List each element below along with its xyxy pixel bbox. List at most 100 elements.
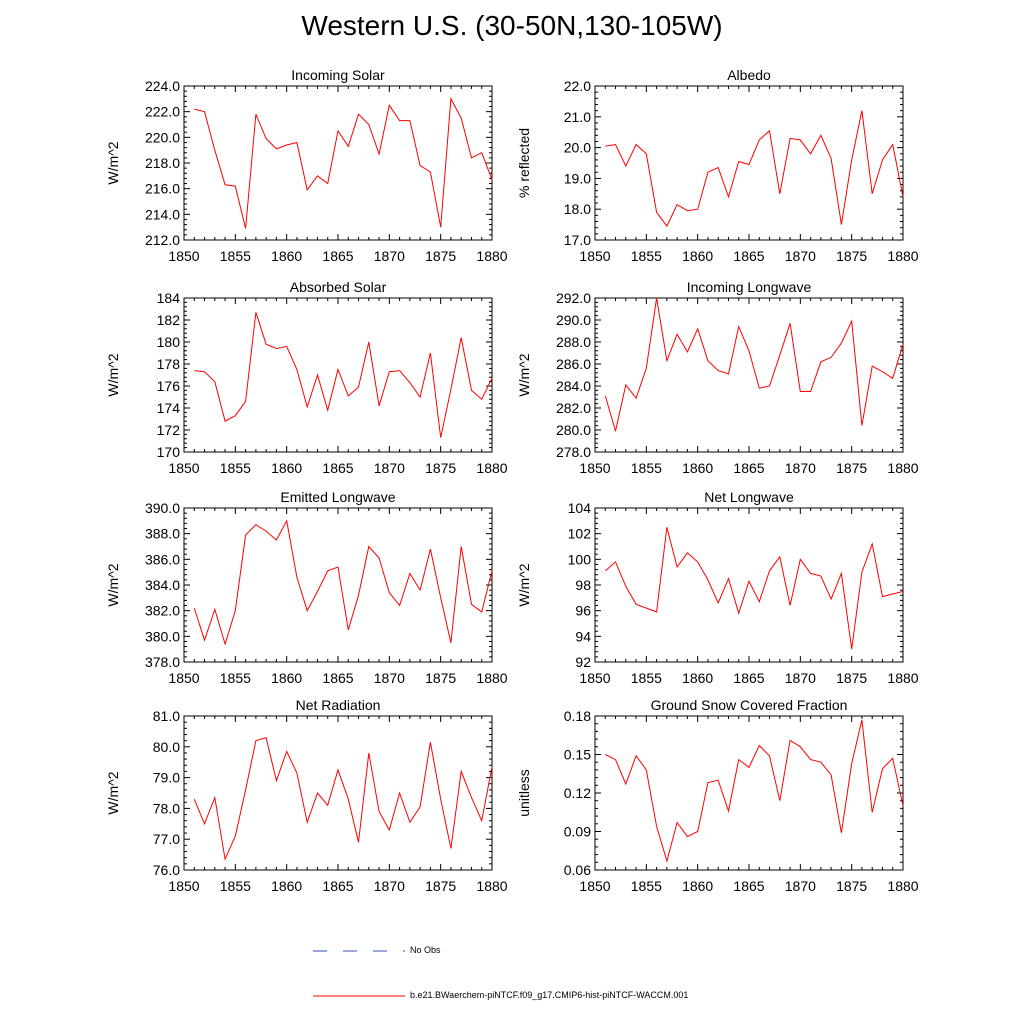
y-tick-label: 0.09 (564, 824, 591, 840)
x-tick-label: 1870 (374, 248, 405, 264)
y-tick-label: 172 (157, 422, 181, 438)
y-tick-label: 380.0 (145, 628, 180, 644)
x-tick-label: 1870 (785, 460, 816, 476)
y-tick-label: 0.06 (564, 862, 591, 878)
y-axis-label: W/m^2 (516, 353, 532, 396)
x-tick-label: 1880 (476, 460, 507, 476)
y-axis-label: W/m^2 (105, 563, 121, 606)
y-axis-label: W/m^2 (105, 771, 121, 814)
x-tick-label: 1860 (682, 670, 713, 686)
x-tick-label: 1875 (425, 878, 456, 894)
x-tick-label: 1850 (579, 248, 610, 264)
chart-title: Absorbed Solar (290, 279, 387, 295)
x-tick-label: 1875 (836, 460, 867, 476)
y-axis-label: W/m^2 (105, 353, 121, 396)
y-tick-label: 78.0 (153, 800, 180, 816)
y-tick-label: 384.0 (145, 577, 180, 593)
chart-title: Emitted Longwave (280, 489, 395, 505)
x-tick-label: 1875 (836, 248, 867, 264)
y-tick-label: 390.0 (145, 500, 180, 516)
y-tick-label: 288.0 (556, 334, 591, 350)
x-tick-label: 1865 (733, 878, 764, 894)
x-tick-label: 1875 (836, 670, 867, 686)
y-tick-label: 17.0 (564, 232, 591, 248)
x-tick-label: 1850 (168, 248, 199, 264)
series-line-0 (193, 519, 493, 646)
x-tick-label: 1870 (785, 670, 816, 686)
y-tick-label: 81.0 (153, 708, 180, 724)
chart-panel-6: Net Radiation W/m^2 1850 1855 1860 1865 1870 18… (105, 697, 508, 894)
y-tick-label: 220.0 (145, 129, 180, 145)
x-tick-label: 1855 (220, 248, 251, 264)
x-tick-label: 1875 (836, 878, 867, 894)
x-tick-label: 1870 (785, 248, 816, 264)
chart-title: Net Longwave (704, 489, 794, 505)
plot-frame (594, 85, 904, 241)
y-tick-label: 286.0 (556, 356, 591, 372)
y-tick-label: 170 (157, 444, 181, 460)
y-axis-label: unitless (516, 769, 532, 816)
y-tick-label: 22.0 (564, 78, 591, 94)
plot-frame (183, 297, 493, 453)
x-tick-label: 1850 (579, 878, 610, 894)
y-tick-label: 284.0 (556, 378, 591, 394)
x-tick-label: 1860 (271, 878, 302, 894)
y-tick-label: 96 (575, 603, 591, 619)
chart-panel-1: Albedo % reflected 1850 1855 1860 1865 1870 187… (516, 67, 919, 264)
y-tick-label: 388.0 (145, 526, 180, 542)
y-tick-label: 80.0 (153, 739, 180, 755)
x-tick-label: 1860 (271, 670, 302, 686)
y-tick-label: 21.0 (564, 109, 591, 125)
y-tick-label: 184 (157, 290, 181, 306)
plot-frame (594, 507, 904, 663)
plot-frame (183, 507, 493, 663)
y-tick-label: 20.0 (564, 140, 591, 156)
x-tick-label: 1860 (682, 248, 713, 264)
x-tick-label: 1850 (168, 670, 199, 686)
y-tick-label: 292.0 (556, 290, 591, 306)
x-tick-label: 1850 (168, 878, 199, 894)
x-tick-label: 1865 (322, 248, 353, 264)
y-tick-label: 222.0 (145, 104, 180, 120)
y-tick-label: 180 (157, 334, 181, 350)
y-tick-label: 178 (157, 356, 181, 372)
x-tick-label: 1855 (631, 878, 662, 894)
x-tick-label: 1880 (887, 670, 918, 686)
y-tick-label: 214.0 (145, 206, 180, 222)
series-line-0 (605, 110, 904, 228)
x-tick-label: 1875 (425, 248, 456, 264)
x-tick-label: 1860 (682, 460, 713, 476)
y-tick-label: 104 (568, 500, 592, 516)
series-line-0 (604, 297, 904, 432)
y-tick-label: 76.0 (153, 862, 180, 878)
series-line-0 (604, 527, 904, 650)
y-axis-label: W/m^2 (516, 563, 532, 606)
y-tick-label: 98 (575, 577, 591, 593)
x-tick-label: 1855 (220, 670, 251, 686)
y-tick-label: 378.0 (145, 654, 180, 670)
x-tick-label: 1850 (579, 460, 610, 476)
x-tick-label: 1855 (220, 878, 251, 894)
chart-title: Ground Snow Covered Fraction (651, 697, 848, 713)
y-tick-label: 218.0 (145, 155, 180, 171)
y-tick-label: 79.0 (153, 770, 180, 786)
x-tick-label: 1850 (579, 670, 610, 686)
y-tick-label: 0.18 (564, 708, 591, 724)
y-tick-label: 77.0 (153, 831, 180, 847)
x-tick-label: 1865 (322, 878, 353, 894)
x-tick-label: 1880 (476, 248, 507, 264)
chart-panel-3: Incoming Longwave W/m^2 1850 1855 1860 1865 18… (516, 279, 919, 476)
chart-title: Incoming Solar (291, 67, 385, 83)
page-title: Western U.S. (30-50N,130-105W) (301, 10, 723, 41)
x-tick-label: 1870 (374, 460, 405, 476)
y-tick-label: 212.0 (145, 232, 180, 248)
x-tick-label: 1880 (476, 878, 507, 894)
x-tick-label: 1860 (682, 878, 713, 894)
x-tick-label: 1880 (887, 878, 918, 894)
y-tick-label: 102 (568, 526, 592, 542)
x-tick-label: 1855 (220, 460, 251, 476)
y-tick-label: 278.0 (556, 444, 591, 460)
x-tick-label: 1865 (733, 670, 764, 686)
x-tick-label: 1865 (322, 460, 353, 476)
